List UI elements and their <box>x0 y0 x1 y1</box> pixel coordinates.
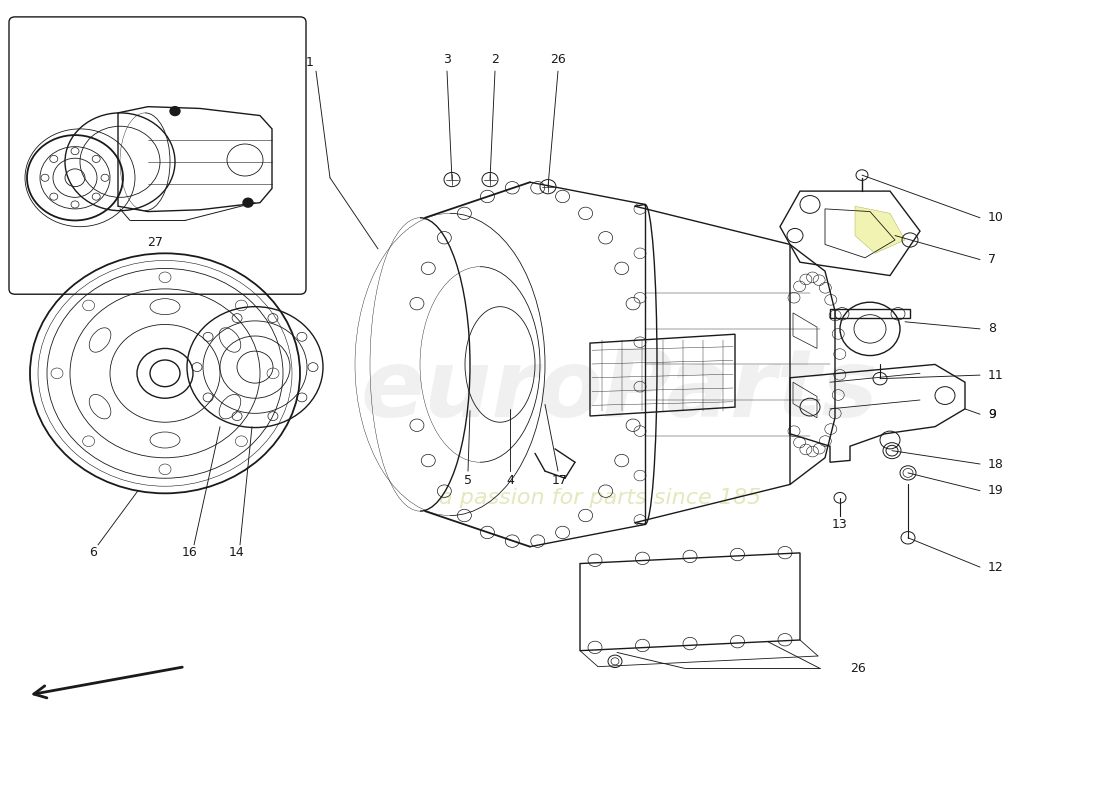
Text: 17: 17 <box>552 474 568 486</box>
Text: euroParts: euroParts <box>361 345 879 437</box>
Text: 5: 5 <box>464 474 472 486</box>
Text: 4: 4 <box>506 474 514 486</box>
Text: 1: 1 <box>306 56 313 69</box>
Text: 11: 11 <box>988 369 1003 382</box>
Polygon shape <box>855 206 905 254</box>
Text: 2: 2 <box>491 53 499 66</box>
Circle shape <box>170 106 180 115</box>
Text: 7: 7 <box>988 253 996 266</box>
FancyBboxPatch shape <box>9 17 306 294</box>
Text: 8: 8 <box>988 322 996 335</box>
Text: 18: 18 <box>988 458 1004 470</box>
Text: 26: 26 <box>850 662 866 675</box>
Text: 26: 26 <box>550 53 565 66</box>
Text: 12: 12 <box>988 561 1003 574</box>
Text: 10: 10 <box>988 211 1004 224</box>
Text: 3: 3 <box>443 53 451 66</box>
Text: 16: 16 <box>183 546 198 559</box>
Circle shape <box>243 198 253 207</box>
Text: 19: 19 <box>988 484 1003 497</box>
Text: 27: 27 <box>147 236 163 249</box>
Text: 6: 6 <box>89 546 97 559</box>
Text: 9: 9 <box>988 408 996 421</box>
Text: 13: 13 <box>832 518 848 531</box>
Text: 9: 9 <box>988 408 996 421</box>
Text: a passion for parts since 185: a passion for parts since 185 <box>439 488 761 508</box>
Text: 14: 14 <box>229 546 245 559</box>
